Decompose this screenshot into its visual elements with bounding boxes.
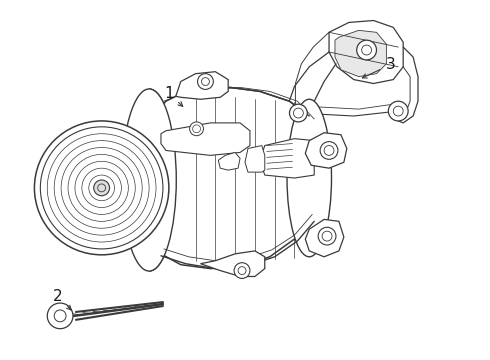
Text: 1: 1	[164, 86, 183, 106]
Circle shape	[290, 104, 307, 122]
Circle shape	[197, 74, 213, 89]
Polygon shape	[260, 139, 314, 178]
Circle shape	[389, 101, 408, 121]
Circle shape	[357, 40, 376, 60]
Polygon shape	[335, 30, 387, 77]
Polygon shape	[176, 72, 228, 99]
Polygon shape	[200, 251, 265, 276]
Text: 3: 3	[362, 57, 395, 78]
Ellipse shape	[122, 89, 176, 271]
Polygon shape	[161, 123, 250, 156]
Circle shape	[47, 303, 73, 329]
Circle shape	[34, 121, 169, 255]
Polygon shape	[219, 152, 240, 170]
Polygon shape	[146, 87, 314, 269]
Polygon shape	[245, 145, 265, 172]
Circle shape	[190, 122, 203, 136]
Text: 2: 2	[53, 289, 71, 310]
Polygon shape	[305, 219, 344, 257]
Circle shape	[234, 263, 250, 278]
Circle shape	[318, 227, 336, 245]
Circle shape	[320, 141, 338, 159]
Ellipse shape	[287, 99, 332, 257]
Polygon shape	[329, 21, 403, 84]
Polygon shape	[305, 133, 347, 168]
Circle shape	[94, 180, 110, 196]
